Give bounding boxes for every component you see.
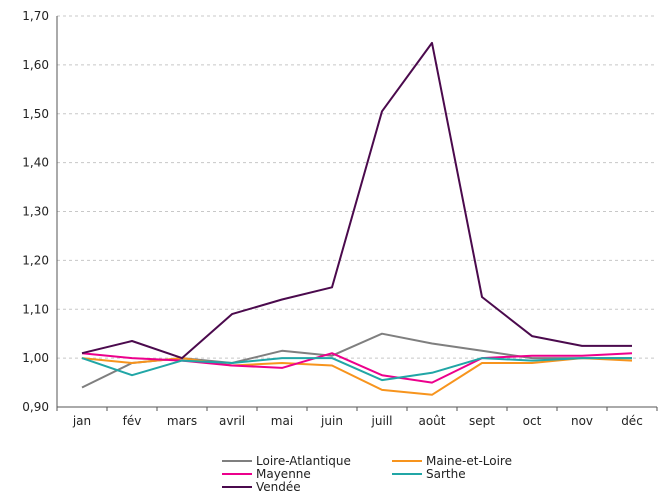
x-tick-label: août — [418, 414, 445, 428]
legend-label: Vendée — [256, 480, 301, 494]
y-tick-label: 1,60 — [22, 58, 49, 72]
legend-item: Loire-Atlantique — [222, 454, 351, 468]
x-tick-label: mars — [167, 414, 197, 428]
y-tick-label: 1,50 — [22, 107, 49, 121]
y-tick-label: 0,90 — [22, 400, 49, 414]
y-axis-ticks: 0,90 1,00 1,10 1,20 1,30 1,40 1,50 1,60 1,70 — [22, 9, 49, 414]
series-line — [81, 357, 633, 396]
series-lines — [81, 41, 633, 396]
legend-item: Mayenne — [222, 467, 311, 481]
x-tick-label: sept — [469, 414, 495, 428]
legend-swatch — [222, 486, 252, 488]
x-tick-label: fév — [123, 414, 142, 428]
x-tick-label: juin — [320, 414, 343, 428]
legend-label: Loire-Atlantique — [256, 454, 351, 468]
y-tick-label: 1,30 — [22, 205, 49, 219]
legend-item: Sarthe — [392, 467, 466, 481]
x-tick-label: juill — [371, 414, 393, 428]
legend-item: Vendée — [222, 480, 301, 494]
y-tick-label: 1,00 — [22, 351, 49, 365]
legend-item: Maine-et-Loire — [392, 454, 512, 468]
legend-label: Mayenne — [256, 467, 311, 481]
x-tick-label: jan — [72, 414, 91, 428]
y-tick-label: 1,40 — [22, 156, 49, 170]
x-axis-ticks: jan fév mars avril mai juin juill août sept oct no… — [72, 414, 643, 428]
y-tick-label: 1,20 — [22, 253, 49, 267]
x-tick-label: oct — [523, 414, 542, 428]
legend-swatch — [392, 460, 422, 462]
legend-swatch — [222, 460, 252, 462]
axes — [56, 16, 658, 411]
series-line — [81, 352, 633, 384]
legend-swatch — [222, 473, 252, 475]
legend-label: Sarthe — [426, 467, 466, 481]
grid-lines — [57, 15, 657, 359]
x-tick-label: nov — [571, 414, 593, 428]
x-tick-label: déc — [621, 414, 643, 428]
series-line — [81, 41, 632, 360]
y-tick-label: 1,70 — [22, 9, 49, 23]
series-line — [81, 357, 632, 382]
legend-label: Maine-et-Loire — [426, 454, 512, 468]
x-tick-label: avril — [219, 414, 245, 428]
y-tick-label: 1,10 — [22, 302, 49, 316]
legend-swatch — [392, 473, 422, 475]
x-tick-label: mai — [271, 414, 293, 428]
